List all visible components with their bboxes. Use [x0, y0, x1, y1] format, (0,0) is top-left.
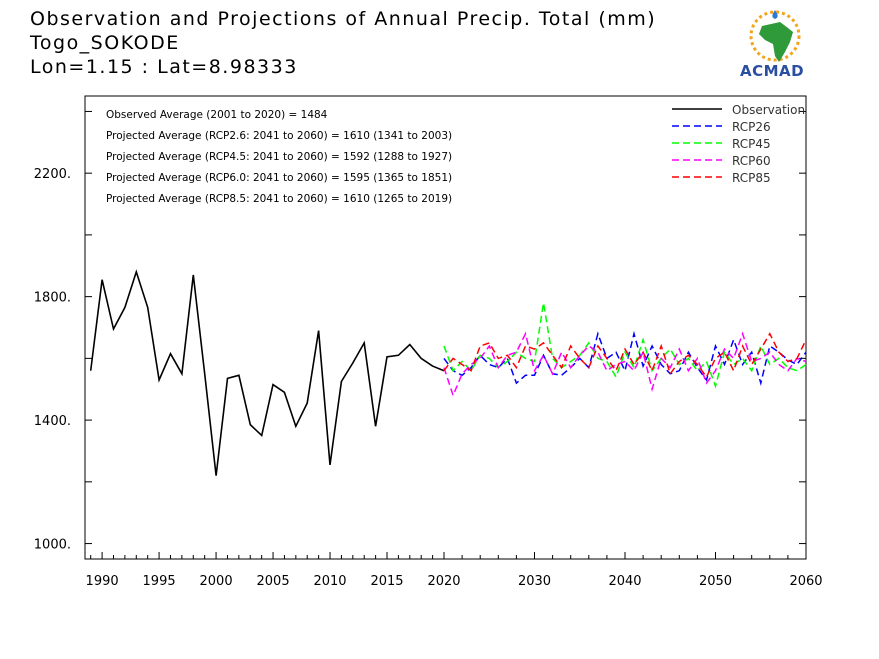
y-tick-label: 1000.: [34, 538, 71, 553]
annotation-text: Projected Average (RCP2.6: 2041 to 2060)…: [106, 130, 452, 142]
x-tick-label: 2050: [699, 574, 732, 589]
annotation-text: Projected Average (RCP4.5: 2041 to 2060)…: [106, 151, 452, 163]
annotation-text: Observed Average (2001 to 2020) = 1484: [106, 109, 328, 121]
legend-label: RCP85: [732, 171, 771, 185]
legend-label: RCP26: [732, 120, 771, 134]
series-line-rcp85: [443, 332, 807, 379]
x-tick-label: 2020: [427, 574, 460, 589]
series-line-rcp45: [443, 302, 807, 389]
x-tick-label: 2030: [518, 574, 551, 589]
africa-sun-logo-icon: [749, 10, 801, 62]
legend-label: RCP45: [732, 137, 771, 151]
series-line-observation: [89, 269, 445, 476]
x-tick-label: 1995: [143, 574, 176, 589]
coordinates-label: Lon=1.15 : Lat=8.98333: [30, 56, 298, 78]
chart-annotations: Observed Average (2001 to 2020) = 1484 Pr…: [106, 109, 452, 205]
series-line-rcp60: [443, 331, 807, 398]
x-tick-label: 2015: [370, 574, 403, 589]
x-tick-label: 2040: [608, 574, 641, 589]
y-tick-label: 1400.: [34, 414, 71, 429]
chart-legend: Observation RCP26 RCP45 RCP60 RCP85: [672, 103, 805, 185]
annotation-text: Projected Average (RCP8.5: 2041 to 2060)…: [106, 193, 452, 205]
plot-frame: [84, 95, 807, 560]
chart-title: Observation and Projections of Annual Pr…: [30, 8, 657, 30]
acmad-logo-text: ACMAD: [740, 62, 805, 80]
y-tick-label: 1800.: [34, 291, 71, 306]
x-tick-label: 2000: [200, 574, 233, 589]
x-tick-label: 2010: [313, 574, 346, 589]
legend-label: RCP60: [732, 154, 771, 168]
chart-series: [89, 269, 807, 476]
annotation-text: Projected Average (RCP6.0: 2041 to 2060)…: [106, 172, 452, 184]
legend-label: Observation: [732, 103, 805, 117]
chart-axes: 1000. 1400. 1800. 2200. 1990 1995 2000 2005 2010…: [34, 95, 823, 589]
x-tick-label: 1990: [86, 574, 119, 589]
x-tick-label: 2005: [257, 574, 290, 589]
x-tick-label: 2060: [789, 574, 822, 589]
location-name: Togo_SOKODE: [30, 32, 180, 54]
y-tick-label: 2200.: [34, 167, 71, 182]
series-line-rcp26: [443, 330, 807, 386]
